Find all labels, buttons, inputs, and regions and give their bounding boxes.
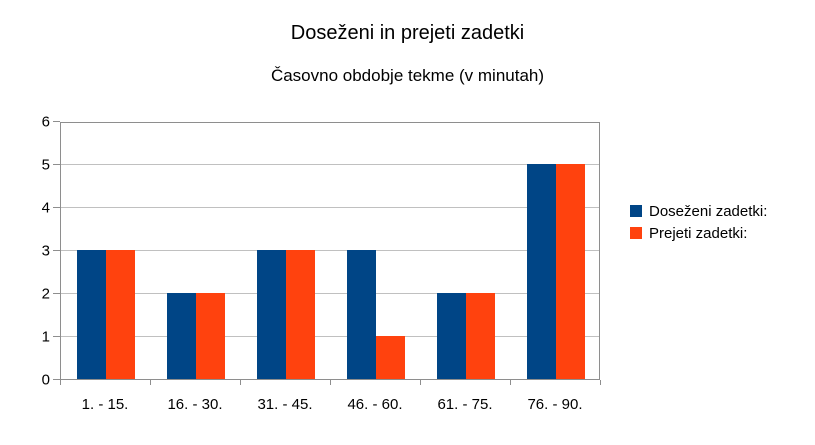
bar-prejeti-2 (286, 250, 315, 379)
y-axis-label: 6 (41, 113, 50, 131)
x-axis-label: 16. - 30. (167, 396, 223, 413)
y-axis-tick (53, 207, 60, 208)
x-axis-tick (600, 380, 601, 385)
x-axis-tick (150, 380, 151, 385)
gridline (61, 336, 599, 337)
y-axis-label: 4 (41, 199, 50, 217)
x-axis-label: 1. - 15. (81, 396, 129, 413)
y-axis-label: 3 (41, 242, 50, 260)
chart-subtitle: Časovno obdobje tekme (v minutah) (270, 66, 545, 85)
legend-item: Doseženi zadetki: (630, 200, 767, 222)
bar-dosezeni-0 (77, 250, 106, 379)
bar-prejeti-5 (556, 164, 585, 379)
x-axis-tick (510, 380, 511, 385)
bar-dosezeni-3 (347, 250, 376, 379)
y-axis-tick (53, 336, 60, 337)
y-axis-tick (53, 164, 60, 165)
gridline (61, 164, 599, 165)
legend-swatch-prejeti (630, 227, 642, 239)
gridline (61, 250, 599, 251)
legend-item: Prejeti zadetki: (630, 222, 767, 244)
y-axis-label: 5 (41, 156, 50, 174)
x-axis-label: 61. - 75. (437, 396, 493, 413)
y-axis-tick (53, 293, 60, 294)
bar-prejeti-4 (466, 293, 495, 379)
x-axis-tick (240, 380, 241, 385)
gridline (61, 293, 599, 294)
bar-prejeti-3 (376, 336, 405, 379)
y-axis-tick (53, 121, 60, 122)
bar-dosezeni-4 (437, 293, 466, 379)
bar-dosezeni-1 (167, 293, 196, 379)
legend: Doseženi zadetki: Prejeti zadetki: (630, 200, 767, 244)
y-axis-label: 2 (41, 285, 50, 303)
y-axis-label: 1 (41, 328, 50, 346)
bar-dosezeni-2 (257, 250, 286, 379)
legend-label: Prejeti zadetki: (649, 224, 748, 242)
bar-prejeti-1 (196, 293, 225, 379)
x-axis-tick (330, 380, 331, 385)
legend-label: Doseženi zadetki: (649, 202, 768, 220)
x-axis-label: 31. - 45. (257, 396, 313, 413)
y-axis-tick (53, 379, 60, 380)
y-axis-label: 0 (41, 371, 50, 389)
x-axis-tick (60, 380, 61, 385)
gridline (61, 207, 599, 208)
x-axis-label: 46. - 60. (347, 396, 403, 413)
x-axis-label: 76. - 90. (527, 396, 583, 413)
bar-dosezeni-5 (527, 164, 556, 379)
bar-prejeti-0 (106, 250, 135, 379)
legend-swatch-dosezeni (630, 205, 642, 217)
chart-title: Doseženi in prejeti zadetki (290, 22, 525, 44)
x-axis-tick (420, 380, 421, 385)
plot-area (60, 122, 600, 380)
y-axis-tick (53, 250, 60, 251)
